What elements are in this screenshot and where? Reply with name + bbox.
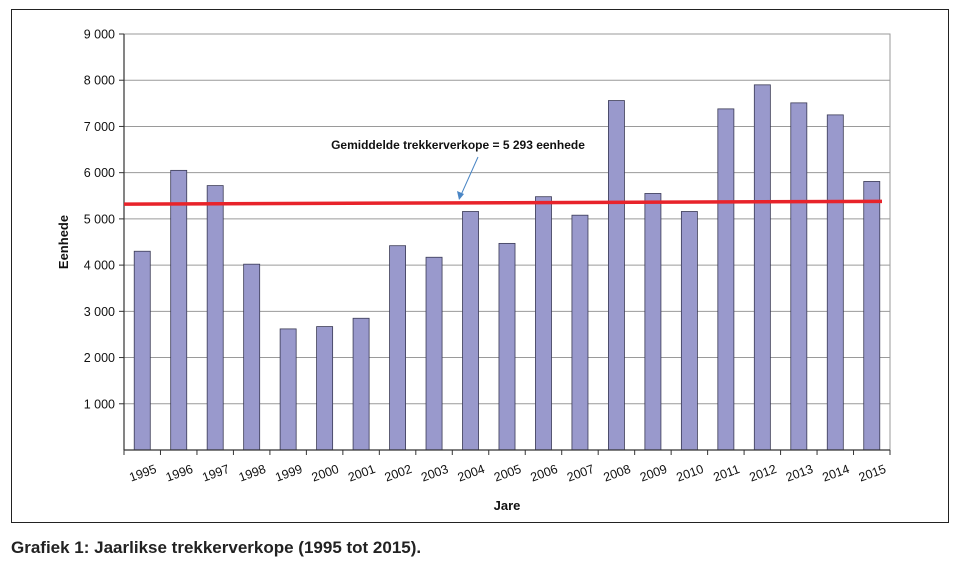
axes <box>119 33 891 455</box>
x-tick-label: 2015 <box>857 462 888 485</box>
y-tick-labels: 1 000 2 000 3 000 4 000 5 000 6 000 7 000 8 000… <box>84 28 115 412</box>
y-tick-label: 8 000 <box>84 74 115 88</box>
chart-frame <box>11 9 949 523</box>
bar <box>863 181 881 451</box>
x-tick-label: 2003 <box>419 462 450 485</box>
bar <box>535 196 552 451</box>
bar <box>462 211 479 451</box>
x-tick-label: 1996 <box>164 462 195 485</box>
figure-caption: Grafiek 1: Jaarlikse trekkerverkope (199… <box>11 538 422 557</box>
annotation-arrow <box>460 156 479 196</box>
y-tick-label: 3 000 <box>84 305 115 319</box>
x-tick-label: 2011 <box>711 462 741 484</box>
x-tick-label: 2005 <box>492 462 523 485</box>
bar <box>206 185 224 451</box>
x-tick-label: 1998 <box>237 462 268 485</box>
y-axis-title: Eenhede <box>56 215 71 269</box>
bar <box>352 317 370 451</box>
x-tick-label: 1995 <box>127 462 158 485</box>
x-tick-label: 2007 <box>565 462 596 485</box>
x-tick-label: 2010 <box>675 462 706 485</box>
annotation-arrowhead <box>457 191 464 200</box>
x-tick-label: 2000 <box>310 462 341 485</box>
average-line <box>123 199 883 206</box>
bar <box>826 114 844 451</box>
bar <box>644 193 662 451</box>
x-tick-labels: 1995 1996 1997 1998 1999 2000 2001 2002 2003 2004… <box>127 462 887 485</box>
x-tick-label: 2004 <box>456 462 487 485</box>
bar <box>389 245 406 451</box>
x-tick-label: 1997 <box>200 462 231 485</box>
x-tick-label: 1999 <box>273 462 304 485</box>
bar <box>279 328 297 451</box>
x-axis-title: Jare <box>494 498 521 513</box>
y-tick-label: 1 000 <box>84 397 115 411</box>
y-tick-label: 5 000 <box>84 212 115 226</box>
bar <box>170 169 188 451</box>
y-tick-label: 9 000 <box>84 28 115 42</box>
y-tick-label: 2 000 <box>84 351 115 365</box>
x-tick-label: 2008 <box>602 462 633 485</box>
bar <box>133 250 151 451</box>
x-tick-label: 2006 <box>529 462 560 485</box>
x-tick-label: 2013 <box>784 462 815 485</box>
y-tick-label: 7 000 <box>84 120 115 134</box>
bar <box>425 256 443 451</box>
bar <box>243 263 261 451</box>
bar <box>790 102 808 451</box>
bar <box>571 214 589 451</box>
y-tick-label: 6 000 <box>84 166 115 180</box>
y-tick-label: 4 000 <box>84 259 115 273</box>
bar-chart: 1 000 2 000 3 000 4 000 5 000 6 000 7 000 8 000… <box>56 28 891 513</box>
bar <box>717 108 735 451</box>
bar <box>753 84 771 451</box>
x-tick-label: 2009 <box>638 462 669 485</box>
x-tick-label: 2001 <box>346 462 377 485</box>
x-tick-label: 2012 <box>748 462 779 485</box>
average-annotation: Gemiddelde trekkerverkope = 5 293 eenhed… <box>331 138 585 152</box>
bar <box>608 100 625 451</box>
bar <box>680 211 698 451</box>
bar <box>498 242 516 451</box>
bar <box>316 326 334 451</box>
x-tick-label: 2002 <box>383 462 414 485</box>
x-tick-label: 2014 <box>820 462 851 485</box>
